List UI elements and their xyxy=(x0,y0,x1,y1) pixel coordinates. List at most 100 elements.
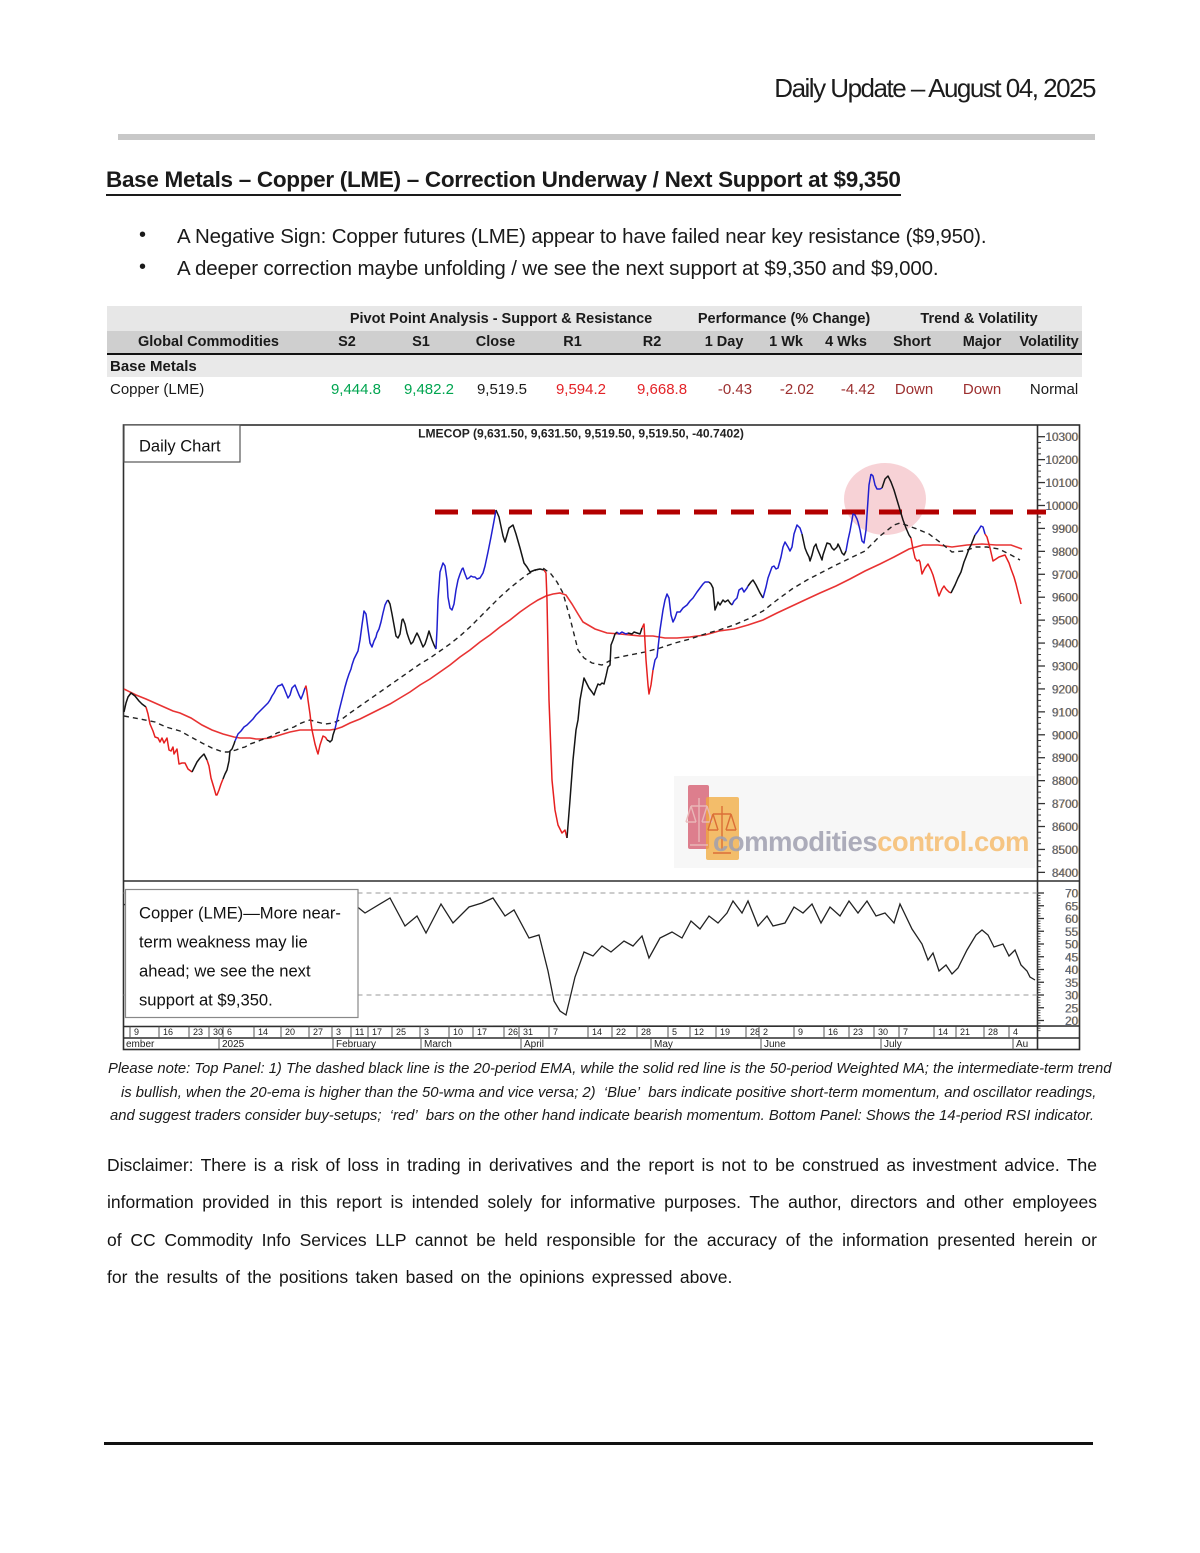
svg-text:8600: 8600 xyxy=(1052,820,1079,834)
svg-text:31: 31 xyxy=(523,1027,533,1037)
svg-text:30: 30 xyxy=(1066,989,1080,1003)
svg-text:65: 65 xyxy=(1066,899,1080,913)
svg-text:28: 28 xyxy=(641,1027,651,1037)
svg-text:35: 35 xyxy=(1065,976,1079,990)
svg-text:14: 14 xyxy=(258,1027,268,1037)
svg-text:30: 30 xyxy=(878,1027,888,1037)
svg-text:9300: 9300 xyxy=(1053,660,1080,674)
svg-text:27: 27 xyxy=(313,1027,323,1037)
svg-text:10100: 10100 xyxy=(1045,476,1078,490)
svg-text:June: June xyxy=(764,1039,786,1050)
svg-text:60: 60 xyxy=(1065,912,1079,926)
svg-text:26: 26 xyxy=(508,1027,518,1037)
svg-text:25: 25 xyxy=(396,1027,406,1037)
svg-text:10100: 10100 xyxy=(1046,476,1079,490)
svg-text:commoditiescontrol.com: commoditiescontrol.com xyxy=(713,826,1029,857)
svg-text:9800: 9800 xyxy=(1052,545,1079,559)
svg-text:9000: 9000 xyxy=(1053,728,1080,742)
svg-text:9900: 9900 xyxy=(1053,522,1080,536)
svg-text:35: 35 xyxy=(1066,976,1080,990)
svg-text:45: 45 xyxy=(1065,950,1079,964)
svg-text:60: 60 xyxy=(1066,912,1080,926)
svg-text:9: 9 xyxy=(134,1027,139,1037)
svg-text:12: 12 xyxy=(694,1027,704,1037)
svg-text:9100: 9100 xyxy=(1053,705,1080,719)
svg-text:term weakness may lie: term weakness may lie xyxy=(139,933,308,952)
svg-text:10200: 10200 xyxy=(1045,453,1078,467)
svg-text:7: 7 xyxy=(553,1027,558,1037)
svg-text:9700: 9700 xyxy=(1053,568,1080,582)
svg-text:22: 22 xyxy=(616,1027,626,1037)
svg-text:45: 45 xyxy=(1066,950,1080,964)
svg-text:11: 11 xyxy=(355,1027,364,1037)
svg-text:30: 30 xyxy=(213,1027,223,1037)
svg-text:20: 20 xyxy=(285,1027,295,1037)
svg-text:25: 25 xyxy=(1065,1001,1079,1015)
svg-text:3: 3 xyxy=(424,1027,429,1037)
svg-text:8400: 8400 xyxy=(1052,866,1079,880)
svg-text:23: 23 xyxy=(193,1027,203,1037)
svg-text:10300: 10300 xyxy=(1046,430,1079,444)
svg-text:21: 21 xyxy=(960,1027,970,1037)
svg-text:16: 16 xyxy=(163,1027,173,1037)
svg-text:8800: 8800 xyxy=(1052,774,1079,788)
svg-text:7: 7 xyxy=(903,1027,908,1037)
svg-text:14: 14 xyxy=(938,1027,948,1037)
svg-text:9200: 9200 xyxy=(1052,682,1079,696)
svg-text:9300: 9300 xyxy=(1052,660,1079,674)
svg-text:9200: 9200 xyxy=(1053,682,1080,696)
svg-text:20: 20 xyxy=(1066,1014,1080,1028)
svg-text:Au: Au xyxy=(1016,1039,1028,1050)
svg-text:Copper (LME)—More near-: Copper (LME)—More near- xyxy=(139,904,341,923)
svg-text:9500: 9500 xyxy=(1053,614,1080,628)
svg-text:10: 10 xyxy=(453,1027,463,1037)
svg-text:8500: 8500 xyxy=(1052,843,1079,857)
svg-text:40: 40 xyxy=(1066,963,1080,977)
svg-text:ahead; we see the next: ahead; we see the next xyxy=(139,962,311,981)
svg-text:9100: 9100 xyxy=(1052,705,1079,719)
svg-text:Daily Chart: Daily Chart xyxy=(139,438,221,456)
svg-text:10000: 10000 xyxy=(1045,499,1078,513)
svg-text:16: 16 xyxy=(828,1027,838,1037)
svg-text:9900: 9900 xyxy=(1052,522,1079,536)
svg-text:50: 50 xyxy=(1066,938,1080,952)
svg-text:50: 50 xyxy=(1065,938,1079,952)
svg-text:30: 30 xyxy=(1065,989,1079,1003)
svg-text:28: 28 xyxy=(988,1027,998,1037)
svg-text:March: March xyxy=(424,1039,452,1050)
svg-text:10000: 10000 xyxy=(1046,499,1079,513)
svg-text:9700: 9700 xyxy=(1052,568,1079,582)
svg-text:28: 28 xyxy=(750,1027,760,1037)
svg-text:55: 55 xyxy=(1065,925,1079,939)
svg-text:8600: 8600 xyxy=(1053,820,1080,834)
svg-text:55: 55 xyxy=(1066,925,1080,939)
svg-text:70: 70 xyxy=(1065,887,1079,901)
svg-text:2025: 2025 xyxy=(222,1039,245,1050)
svg-text:9600: 9600 xyxy=(1053,591,1080,605)
svg-text:40: 40 xyxy=(1065,963,1079,977)
svg-text:April: April xyxy=(524,1039,544,1050)
svg-text:14: 14 xyxy=(592,1027,602,1037)
svg-text:25: 25 xyxy=(1066,1001,1080,1015)
svg-text:LMECOP (9,631.50, 9,631.50, 9,: LMECOP (9,631.50, 9,631.50, 9,519.50, 9,… xyxy=(418,427,744,441)
svg-text:23: 23 xyxy=(853,1027,863,1037)
svg-text:9500: 9500 xyxy=(1052,614,1079,628)
svg-text:65: 65 xyxy=(1065,899,1079,913)
svg-text:9000: 9000 xyxy=(1052,728,1079,742)
svg-text:9400: 9400 xyxy=(1053,637,1080,651)
svg-text:17: 17 xyxy=(372,1027,382,1037)
svg-text:May: May xyxy=(654,1039,673,1050)
svg-text:8700: 8700 xyxy=(1052,797,1079,811)
svg-text:8900: 8900 xyxy=(1052,751,1079,765)
svg-text:10300: 10300 xyxy=(1045,430,1078,444)
svg-text:10200: 10200 xyxy=(1046,453,1079,467)
svg-text:February: February xyxy=(336,1039,376,1050)
svg-text:6: 6 xyxy=(227,1027,232,1037)
svg-text:8700: 8700 xyxy=(1053,797,1080,811)
svg-text:8500: 8500 xyxy=(1053,843,1080,857)
svg-text:9600: 9600 xyxy=(1052,591,1079,605)
svg-text:70: 70 xyxy=(1066,887,1080,901)
svg-text:July: July xyxy=(884,1039,902,1050)
svg-text:support at $9,350.: support at $9,350. xyxy=(139,991,273,1010)
svg-text:2: 2 xyxy=(763,1027,768,1037)
